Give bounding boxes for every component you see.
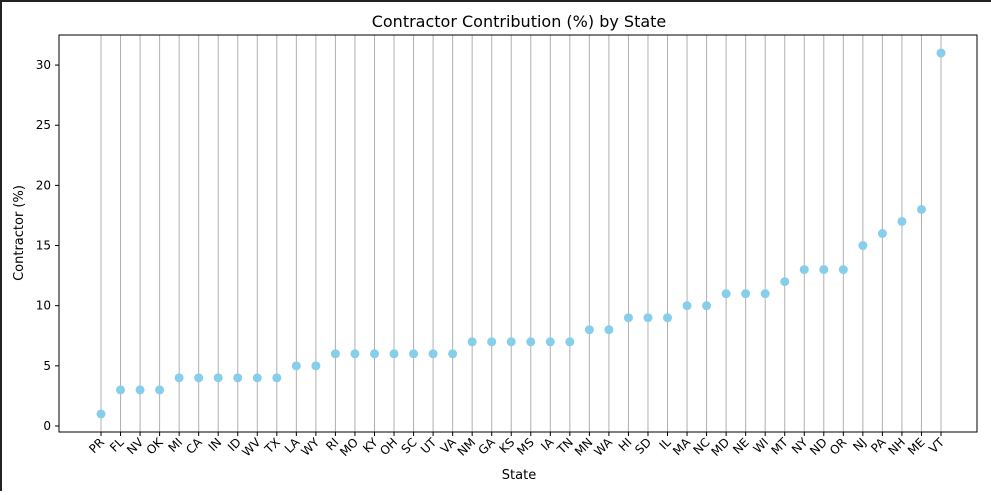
x-tick-label-ia: IA <box>538 435 557 454</box>
data-point-oh <box>389 349 399 359</box>
data-point-nv <box>135 385 145 395</box>
data-point-md <box>721 289 731 299</box>
x-tick-label-nc: NC <box>691 435 713 457</box>
data-point-mo <box>350 349 360 359</box>
data-point-wv <box>252 373 262 383</box>
x-tick-label-oh: OH <box>377 435 400 458</box>
x-tick-label-tn: TN <box>554 435 576 457</box>
data-point-ne <box>741 289 751 299</box>
x-tick-label-nv: NV <box>124 435 147 458</box>
x-tick-label-fl: FL <box>107 435 127 455</box>
data-point-fl <box>116 385 126 395</box>
data-point-id <box>233 373 243 383</box>
x-tick-label-pr: PR <box>86 435 107 456</box>
data-point-ms <box>526 337 536 347</box>
data-point-mi <box>174 373 184 383</box>
data-points <box>96 48 946 419</box>
y-axis-label: Contractor (%) <box>12 185 27 281</box>
x-tick-label-pa: PA <box>868 435 889 456</box>
x-tick-label-in: IN <box>206 435 225 454</box>
y-axis: 0 5 10 15 20 25 30 <box>36 58 59 433</box>
data-point-ma <box>682 301 692 311</box>
data-point-mt <box>780 277 790 287</box>
x-tick-label-me: ME <box>905 435 928 458</box>
data-point-tn <box>565 337 575 347</box>
data-point-nh <box>897 216 907 226</box>
x-tick-label-nd: ND <box>807 435 830 458</box>
y-tick-label-5: 5 <box>43 359 51 373</box>
x-tick-label-ut: UT <box>418 435 440 457</box>
data-point-nd <box>819 265 829 275</box>
y-tick-label-10: 10 <box>36 299 51 313</box>
x-tick-label-md: MD <box>708 435 732 459</box>
x-tick-label-la: LA <box>282 435 303 456</box>
data-point-va <box>448 349 458 359</box>
data-point-in <box>213 373 223 383</box>
data-point-il <box>663 313 673 323</box>
data-point-wa <box>604 325 614 335</box>
y-tick-label-15: 15 <box>36 239 51 253</box>
data-point-hi <box>623 313 633 323</box>
data-point-ut <box>428 349 438 359</box>
data-point-nj <box>858 241 868 251</box>
y-tick-label-20: 20 <box>36 178 51 192</box>
x-tick-label-sd: SD <box>632 435 654 457</box>
data-point-ks <box>506 337 516 347</box>
data-point-pa <box>877 229 887 238</box>
data-point-ri <box>330 349 340 359</box>
x-tick-label-tx: TX <box>261 435 283 457</box>
data-point-nm <box>467 337 477 347</box>
y-tick-label-30: 30 <box>36 58 51 72</box>
plot-area <box>58 34 978 433</box>
x-tick-label-ms: MS <box>514 435 537 458</box>
x-tick-label-va: VA <box>438 435 460 457</box>
data-point-ok <box>155 385 165 395</box>
x-tick-label-sc: SC <box>398 435 419 456</box>
x-tick-label-wv: WV <box>239 435 264 460</box>
x-tick-label-nh: NH <box>885 435 908 458</box>
x-tick-label-vt: VT <box>926 435 947 456</box>
x-tick-label-ny: NY <box>789 435 811 457</box>
y-tick-label-0: 0 <box>43 419 51 433</box>
data-point-ky <box>369 349 379 359</box>
x-tick-label-ok: OK <box>144 434 167 457</box>
x-tick-label-or: OR <box>827 435 849 457</box>
data-point-vt <box>936 48 946 58</box>
x-tick-label-ga: GA <box>476 435 499 458</box>
x-tick-label-wi: WI <box>751 435 772 456</box>
x-tick-label-wy: WY <box>299 435 323 459</box>
x-tick-label-mt: MT <box>768 435 791 458</box>
data-point-pr <box>96 409 106 419</box>
data-point-tx <box>272 373 282 383</box>
x-tick-label-mo: MO <box>337 435 361 459</box>
data-point-or <box>838 265 848 275</box>
data-point-me <box>916 204 926 214</box>
x-tick-label-wa: WA <box>591 435 615 459</box>
data-point-wy <box>311 361 321 371</box>
data-point-ga <box>487 337 497 347</box>
data-point-ia <box>545 337 555 347</box>
x-axis-label: State <box>502 468 536 483</box>
x-tick-label-nj: NJ <box>850 435 869 454</box>
grid-lines <box>100 35 942 432</box>
x-tick-label-ca: CA <box>183 435 205 457</box>
chart-title: Contractor Contribution (%) by State <box>372 12 667 31</box>
x-tick-label-ne: NE <box>730 435 752 457</box>
data-point-mn <box>584 325 594 335</box>
data-point-ca <box>194 373 204 383</box>
x-tick-label-hi: HI <box>616 435 635 454</box>
data-point-nc <box>702 301 712 311</box>
data-point-la <box>291 361 301 371</box>
y-tick-label-25: 25 <box>36 118 51 132</box>
data-point-sc <box>409 349 419 359</box>
data-point-sd <box>643 313 653 323</box>
x-tick-label-mi: MI <box>166 435 186 455</box>
data-point-wi <box>760 289 770 299</box>
x-tick-label-ks: KS <box>496 435 517 456</box>
data-point-ny <box>799 265 809 275</box>
x-tick-label-ky: KY <box>360 435 381 456</box>
